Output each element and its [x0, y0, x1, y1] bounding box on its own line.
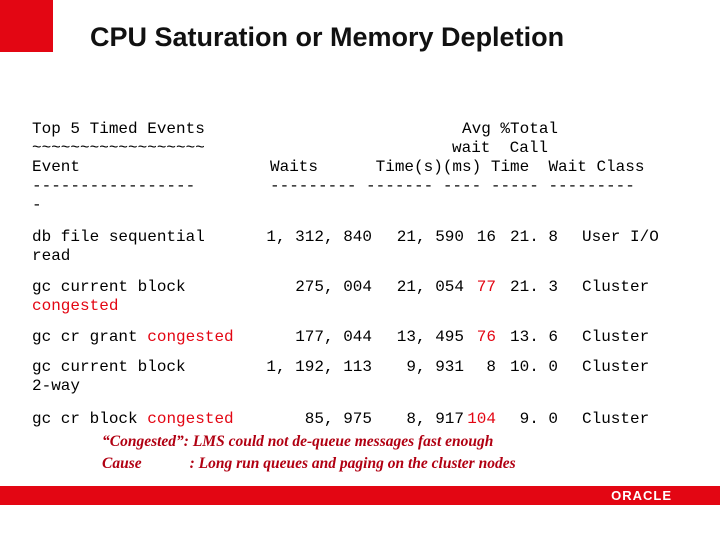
row-2-event: gc current block congested: [32, 278, 186, 316]
row-1-event-line1: db file sequential: [32, 228, 205, 246]
row-1-waits: 1, 312, 840: [266, 228, 372, 246]
row-5-event: gc cr block congested: [32, 410, 234, 429]
row-5-event-line1: gc cr block: [32, 410, 138, 428]
note-cause-label: Cause: [102, 455, 142, 472]
row-3-avg: 76: [476, 328, 496, 346]
row-4-class: Cluster: [582, 358, 650, 376]
row-5-waits: 85, 975: [304, 410, 372, 428]
footer-bar: [0, 486, 720, 505]
header-event: Event: [32, 158, 81, 176]
oracle-logo: ORACLE: [611, 488, 672, 503]
row-3-event-congested: congested: [147, 328, 234, 346]
row-2-total: 21. 3: [509, 278, 558, 296]
row-5-class: Cluster: [582, 410, 650, 428]
row-1-event-line2: read: [32, 247, 71, 265]
row-5-avg: 104: [467, 410, 496, 428]
row-2-time: 21, 054: [396, 278, 464, 296]
row-2-avg: 77: [476, 278, 496, 296]
header-dashes: --------- ------- ---- ----- ---------: [270, 177, 635, 195]
header-avg-total: Avg %Total: [462, 120, 559, 138]
row-3-event: gc cr grant congested: [32, 328, 234, 347]
row-2-waits: 275, 004: [295, 278, 372, 296]
row-2-event-line1: gc current block: [32, 278, 186, 296]
row-4-event: gc current block 2-way: [32, 358, 186, 396]
header-top5: Top 5 Timed Events: [32, 120, 205, 138]
note-congested: “Congested”: LMS could not de-queue mess…: [102, 433, 494, 450]
row-4-event-line1: gc current block: [32, 358, 186, 376]
row-3-total: 13. 6: [509, 328, 558, 346]
row-4-avg: 8: [486, 358, 496, 376]
header-dash-wrap: -: [32, 196, 42, 214]
row-1-avg: 16: [476, 228, 496, 246]
row-3-event-line1: gc cr grant: [32, 328, 138, 346]
brand-square: [0, 0, 53, 52]
row-4-total: 10. 0: [509, 358, 558, 376]
row-4-event-line2: 2-way: [32, 377, 81, 395]
header-wait-call: wait Call: [452, 139, 549, 157]
row-4-time: 9, 931: [406, 358, 464, 376]
row-4-waits: 1, 192, 113: [266, 358, 372, 376]
row-5-total: 9. 0: [519, 410, 558, 428]
slide-title: CPU Saturation or Memory Depletion: [90, 22, 565, 52]
row-2-class: Cluster: [582, 278, 650, 296]
row-1-event: db file sequential read: [32, 228, 205, 266]
row-3-waits: 177, 044: [295, 328, 372, 346]
note-cause-text: : Long run queues and paging on the clus…: [189, 455, 516, 472]
row-1-time: 21, 590: [396, 228, 464, 246]
row-3-class: Cluster: [582, 328, 650, 346]
header-columns: Waits Time(s)(ms) Time Wait Class: [270, 158, 645, 176]
header-dash: -----------------: [32, 177, 196, 195]
report-header-left: Top 5 Timed Events ~~~~~~~~~~~~~~~~~~ Ev…: [32, 120, 205, 215]
header-tilde: ~~~~~~~~~~~~~~~~~~: [32, 139, 205, 157]
row-3-time: 13, 495: [396, 328, 464, 346]
row-5-time: 8, 917: [406, 410, 464, 428]
row-5-event-congested: congested: [147, 410, 234, 428]
row-1-total: 21. 8: [509, 228, 558, 246]
row-1-class: User I/O: [582, 228, 659, 246]
note-cause: Cause : Long run queues and paging on the…: [102, 455, 516, 473]
row-2-event-congested: congested: [32, 297, 119, 315]
